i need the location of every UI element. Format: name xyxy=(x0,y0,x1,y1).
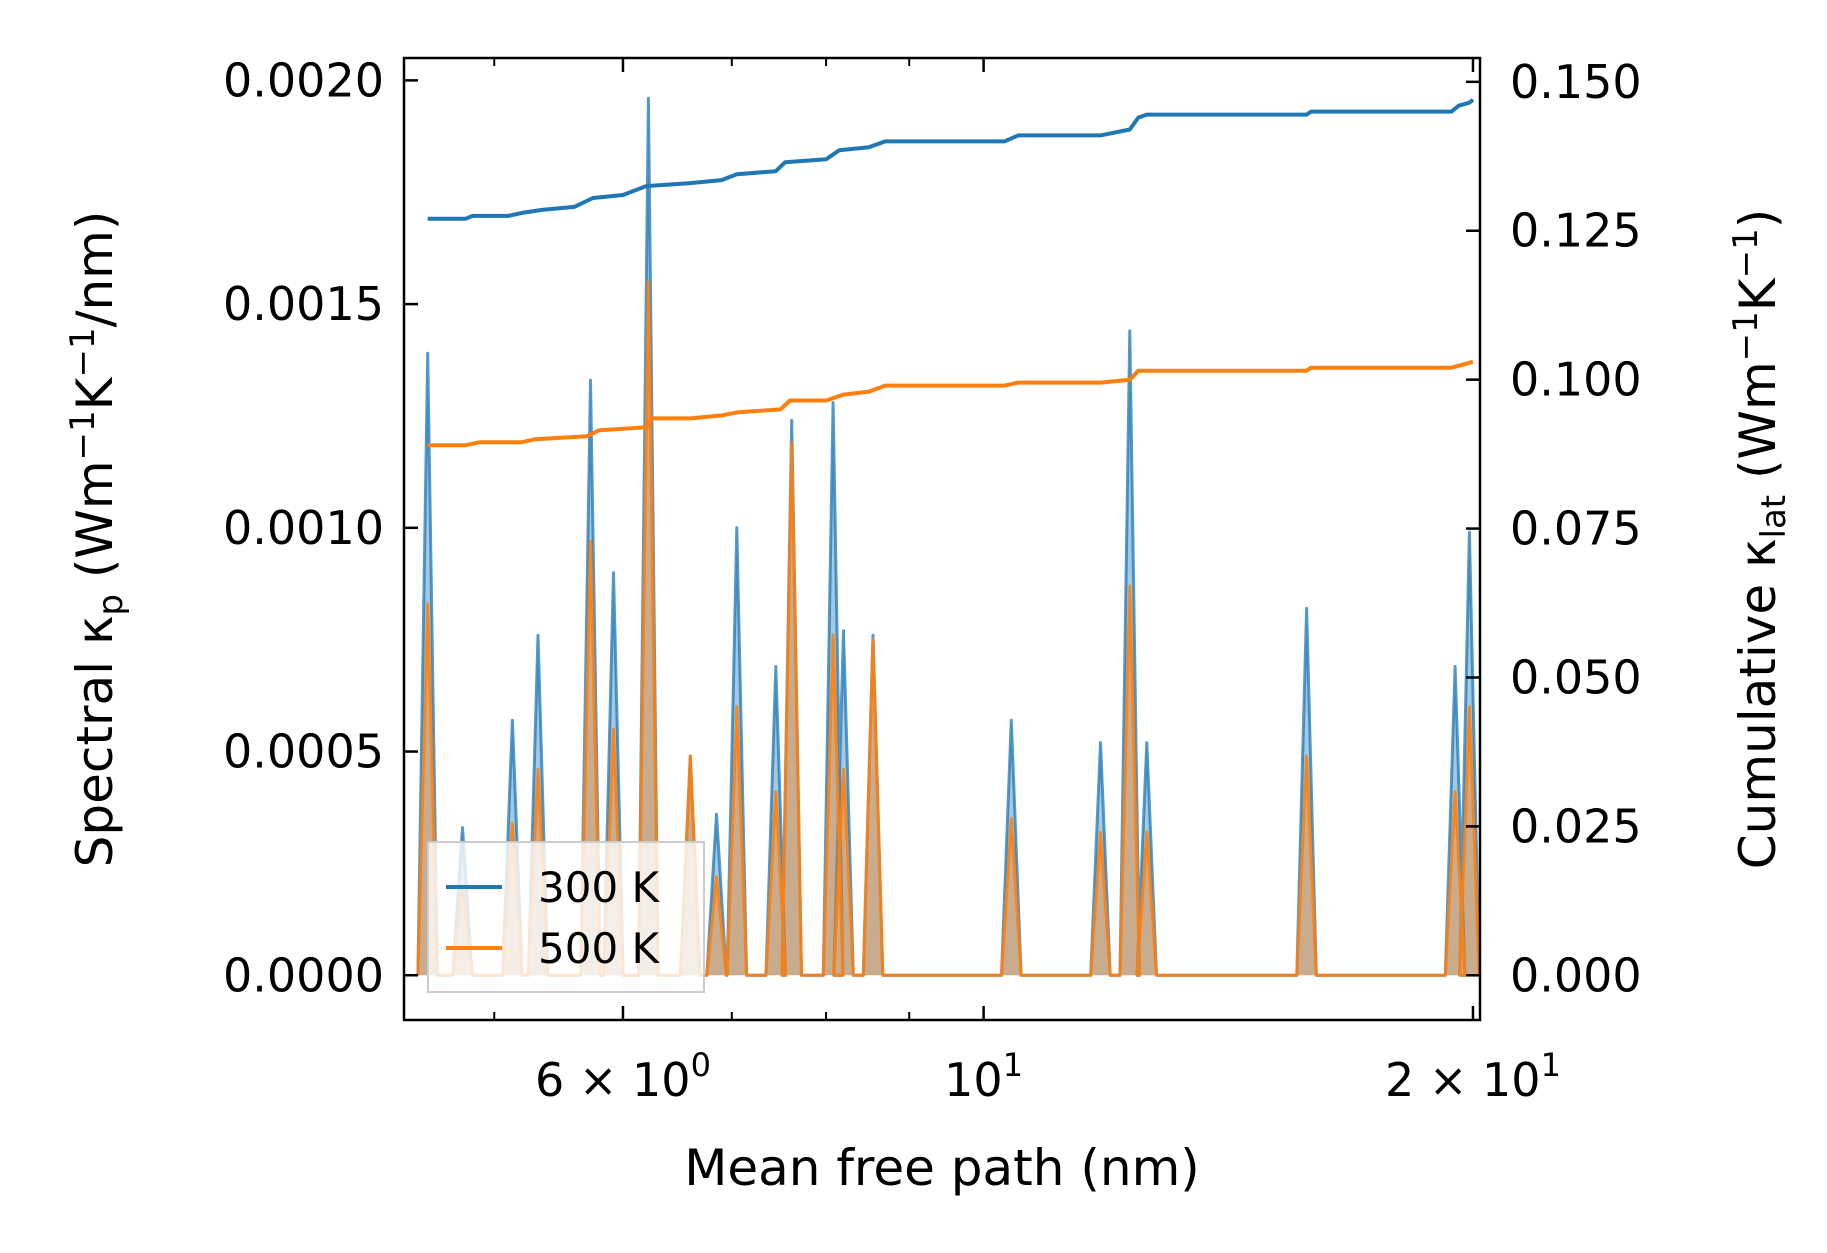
y-right-tick-label: 0.100 xyxy=(1510,353,1642,407)
legend: 300 K 500 K xyxy=(427,841,705,993)
y-left-tick-label: 0.0020 xyxy=(223,53,384,107)
y-left-title-sup2: −1 xyxy=(63,327,103,377)
legend-label-300k: 300 K xyxy=(538,863,661,912)
y-left-title-sub: p xyxy=(91,594,131,616)
y-right-title-sub: lat xyxy=(1754,495,1794,539)
y-right-title-unit-pre: (Wm xyxy=(1729,361,1787,495)
y-right-tick-label: 0.000 xyxy=(1510,948,1642,1002)
y-right-title-sup2: −1 xyxy=(1726,228,1766,278)
y-left-title-mid: K xyxy=(66,376,124,410)
y-right-title-mid: K xyxy=(1729,277,1787,311)
y-right-tick-label: 0.025 xyxy=(1510,799,1642,853)
y-right-tick-label: 0.075 xyxy=(1510,502,1642,556)
y-left-tick-label: 0.0005 xyxy=(223,725,384,779)
y-axis-title-left: Spectral κp (Wm−1K−1/nm) xyxy=(63,211,131,868)
y-left-tick-label: 0.0000 xyxy=(223,948,384,1002)
y-right-title-unit-post: ) xyxy=(1729,209,1787,229)
y-left-tick-label: 0.0010 xyxy=(223,501,384,555)
cumulative-line-500k xyxy=(427,359,1474,448)
x-tick-label: 2 × 101 xyxy=(1385,1046,1561,1107)
y-left-title-sup1: −1 xyxy=(63,410,103,460)
y-right-tick-label: 0.150 xyxy=(1510,55,1642,109)
y-left-title-unit-post: /nm) xyxy=(66,211,124,328)
x-tick-label: 101 xyxy=(944,1046,1023,1107)
y-right-title-prefix: Cumulative κ xyxy=(1729,538,1787,869)
cumulative-series-group xyxy=(427,98,1475,448)
axis-ticks: 0.0000 0.0005 0.0010 0.0015 0.0020 0.000 0.025… xyxy=(223,53,1642,1107)
legend-box xyxy=(427,841,705,993)
legend-label-500k: 500 K xyxy=(538,924,661,973)
y-left-title-unit-pre: (Wm xyxy=(66,460,124,594)
y-right-tick-label: 0.125 xyxy=(1510,204,1642,258)
y-right-tick-label: 0.050 xyxy=(1510,650,1642,704)
x-axis-title: Mean free path (nm) xyxy=(684,1139,1200,1197)
y-left-title-prefix: Spectral κ xyxy=(66,616,124,868)
y-right-title-sup1: −1 xyxy=(1726,311,1766,361)
x-tick-label: 6 × 100 xyxy=(535,1046,711,1107)
y-left-tick-label: 0.0015 xyxy=(223,277,384,331)
y-axis-title-right: Cumulative κlat (Wm−1K−1) xyxy=(1726,209,1794,869)
plot-frame xyxy=(402,56,1482,1022)
cumulative-line-300k xyxy=(427,98,1475,221)
